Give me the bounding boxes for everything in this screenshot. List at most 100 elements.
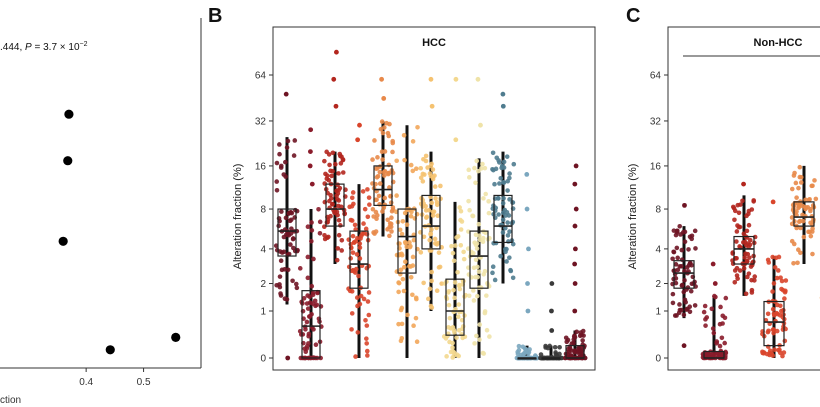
panel-c-data-point: [752, 278, 757, 283]
panel-c-data-point: [744, 213, 749, 219]
panel-b-data-point: [338, 223, 343, 228]
panel-b-data-point: [418, 250, 424, 255]
panel-c-data-point: [797, 164, 803, 170]
panel-c-data-point: [780, 287, 786, 293]
panel-b-outlier: [453, 137, 459, 143]
panel-b-data-point: [429, 227, 434, 232]
panel-b-data-point: [357, 241, 363, 246]
panel-b-data-point: [408, 162, 414, 168]
panel-b-data-point: [366, 312, 372, 318]
panel-b-data-point: [284, 145, 290, 150]
panel-b-data-point: [277, 274, 283, 279]
panel-b-data-point: [388, 224, 394, 230]
panel-c-data-point: [813, 196, 819, 202]
panel-b-data-point: [439, 281, 444, 286]
panel-b-data-point: [479, 166, 484, 171]
panel-b-data-point: [496, 158, 501, 163]
panel-b-data-point: [339, 237, 345, 243]
panel-c-data-point: [789, 215, 795, 220]
panel-b-outlier: [500, 91, 506, 97]
panel-c-outlier: [741, 181, 746, 187]
panel-b-data-point: [364, 341, 370, 346]
panel-c-data-point: [791, 173, 797, 178]
panel-c-data-point: [801, 234, 807, 240]
panel-b-data-point: [328, 168, 333, 174]
panel-b-data-point: [386, 133, 392, 139]
panel-b-data-point: [432, 184, 438, 189]
panel-b-data-point: [381, 169, 387, 175]
panel-b-data-point: [458, 227, 464, 232]
panel-b-data-point: [339, 154, 344, 160]
panel-c-data-point: [795, 260, 800, 266]
panel-c-box: [763, 300, 785, 347]
panel-b-data-point: [289, 226, 294, 231]
panel-b-data-point: [450, 345, 455, 350]
panel-b-data-point: [404, 222, 410, 227]
panel-b-data-point: [446, 288, 452, 294]
panel-c-data-point: [674, 313, 679, 318]
panel-b-data-point: [508, 267, 513, 273]
panel-c-data-point: [682, 297, 688, 303]
panel-b-title: HCC: [422, 37, 446, 49]
panel-c-data-point: [800, 203, 806, 209]
panel-b-data-point: [510, 200, 516, 205]
panel-b-data-point: [311, 327, 316, 332]
panel-b-data-point: [304, 301, 310, 306]
panel-b-data-point: [382, 202, 388, 208]
panel-c-data-point: [765, 311, 771, 317]
panel-b-data-point: [506, 213, 512, 218]
panel-c-outlier: [682, 202, 687, 208]
panel-b-data-point: [456, 327, 462, 333]
panel-b-data-point: [303, 327, 308, 332]
panel-b-data-point: [496, 212, 501, 217]
panel-c-data-point: [681, 289, 687, 295]
chart-marks: 0.4 0.5 0 1 2 4 8 16 32 64 Alteration fraction (%)…: [58, 37, 820, 388]
panel-b-data-point: [373, 209, 379, 215]
panel-b-data-point: [283, 174, 288, 179]
panel-b-data-point: [480, 239, 486, 245]
panel-c-data-point: [692, 279, 697, 285]
panel-b-data-point: [365, 187, 370, 192]
panel-c-data-point: [723, 295, 729, 301]
panel-c-data-point: [808, 208, 813, 214]
panel-b-data-point: [461, 249, 466, 255]
panel-b-data-point: [504, 259, 509, 264]
panel-b-data-point: [353, 239, 359, 244]
panel-b-data-point: [354, 295, 360, 300]
panel-c-data-point: [782, 296, 787, 301]
panel-b-data-point: [355, 330, 361, 335]
panel-b-data-point: [307, 314, 313, 319]
panel-b-data-point: [501, 210, 506, 216]
panel-b-data-point: [400, 219, 406, 224]
panel-b-data-point: [350, 190, 356, 195]
panel-b-data-point: [380, 130, 386, 136]
panel-b-data-point: [487, 334, 492, 339]
panel-c-data-point: [746, 222, 752, 228]
panel-c-data-point: [771, 312, 777, 318]
panel-b-data-point: [386, 162, 392, 168]
panel-b-data-point: [454, 352, 460, 357]
panel-b-data-point: [304, 319, 310, 325]
panel-b-data-point: [547, 343, 553, 349]
panel-b-data-point: [411, 237, 417, 243]
panel-c-data-point: [718, 304, 723, 310]
panel-b-data-point: [476, 168, 481, 174]
panel-c-data-point: [800, 212, 805, 218]
panel-b-data-point: [373, 229, 379, 234]
panel-b-letter: B: [208, 5, 222, 27]
panel-c-data-point: [789, 186, 795, 192]
panel-c-y-tick-label: 8: [655, 205, 661, 216]
panel-c-data-point: [675, 267, 681, 273]
panel-b-data-point: [339, 248, 344, 253]
panel-b-data-point: [429, 269, 435, 275]
panel-c-data-point: [682, 278, 687, 283]
panel-c-data-point: [734, 229, 740, 234]
panel-b-data-point: [497, 181, 502, 186]
panel-b-data-point: [474, 293, 480, 299]
panel-b-data-point: [301, 296, 307, 301]
panel-c-data-point: [772, 265, 778, 270]
panel-c-data-point: [748, 264, 754, 269]
panel-b-outlier: [572, 246, 578, 252]
panel-b-data-point: [427, 286, 433, 292]
panel-b-data-point: [482, 165, 488, 171]
